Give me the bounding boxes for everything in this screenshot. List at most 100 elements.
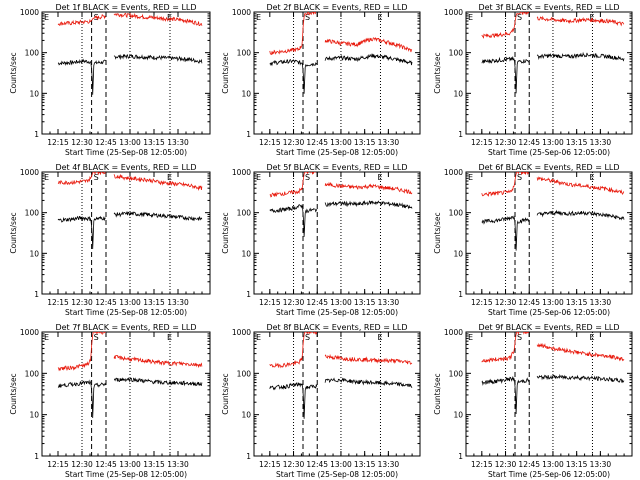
series-lld-line	[57, 14, 106, 27]
plot-frame	[465, 11, 633, 135]
series-lld-line	[57, 332, 106, 372]
marker-label-e2: E	[589, 173, 594, 182]
marker-label-e1: E	[468, 333, 473, 342]
y-axis-label: Counts/sec	[221, 52, 230, 93]
y-tick-label: 10	[453, 411, 463, 420]
chart-title: Det 1f BLACK = Events, RED = LLD	[55, 3, 196, 12]
chart-title: Det 2f BLACK = Events, RED = LLD	[266, 3, 407, 12]
x-tick-label: 13:30	[590, 138, 612, 147]
series-events-line	[324, 377, 413, 388]
series-lld-line	[269, 332, 318, 369]
x-tick-label: 13:00	[542, 298, 564, 307]
series-events-line	[536, 51, 625, 62]
marker-label-e1: E	[44, 333, 49, 342]
marker-label-e2: E	[377, 333, 382, 342]
x-tick-label: 13:00	[119, 460, 141, 469]
panel-det-6: Det 6f BLACK = Events, RED = LLD 1 10 100 10…	[433, 163, 633, 317]
x-tick-label: 13:00	[542, 138, 564, 147]
y-tick-label: 1	[458, 130, 463, 139]
plot-frame	[41, 171, 211, 295]
panel-det-4: Det 4f BLACK = Events, RED = LLD 1 10 100 10…	[9, 163, 211, 317]
chart-title: Det 3f BLACK = Events, RED = LLD	[478, 3, 619, 12]
x-tick-label: 13:15	[143, 298, 165, 307]
series-events-line	[536, 373, 625, 384]
y-tick-label: 10	[29, 89, 39, 98]
x-tick-label: 13:30	[167, 298, 189, 307]
chart-title: Det 5f BLACK = Events, RED = LLD	[266, 163, 407, 172]
y-tick-label: 1	[34, 290, 39, 299]
x-tick-label: 12:45	[306, 138, 328, 147]
x-tick-label: 12:15	[471, 138, 493, 147]
series-lld-line	[113, 354, 203, 369]
y-tick-label: 10	[241, 89, 251, 98]
y-tick-label: 100	[237, 369, 252, 378]
marker-label-s: S	[517, 173, 522, 182]
chart-title: Det 9f BLACK = Events, RED = LLD	[478, 323, 619, 332]
series-lld-line	[324, 37, 413, 53]
marker-label-s: S	[305, 333, 310, 342]
marker-label-e1: E	[256, 333, 261, 342]
x-tick-label: 12:30	[495, 298, 517, 307]
y-tick-label: 1	[34, 452, 39, 461]
x-tick-label: 12:30	[71, 298, 93, 307]
plot-frame	[253, 11, 421, 135]
series-events-line	[269, 204, 318, 237]
x-tick-label: 13:15	[143, 138, 165, 147]
y-tick-label: 1	[458, 452, 463, 461]
x-tick-label: 12:15	[47, 460, 69, 469]
x-tick-label: 13:30	[167, 460, 189, 469]
x-tick-label: 12:30	[495, 138, 517, 147]
series-events-line	[57, 379, 106, 419]
y-tick-label: 1	[246, 290, 251, 299]
x-tick-label: 12:45	[95, 460, 117, 469]
x-tick-label: 12:15	[47, 138, 69, 147]
y-tick-label: 100	[237, 209, 252, 218]
marker-label-s: S	[517, 333, 522, 342]
series-lld-line	[481, 12, 530, 39]
y-axis-label: Counts/sec	[221, 373, 230, 414]
series-lld-line	[269, 172, 317, 198]
x-tick-label: 12:15	[259, 138, 281, 147]
x-axis-label: Start Time (25-Sep-08 12:05:00)	[276, 470, 398, 479]
y-axis-label: Counts/sec	[221, 212, 230, 253]
series-lld-line	[113, 12, 203, 27]
y-tick-label: 1	[246, 452, 251, 461]
series-events-line	[57, 58, 106, 95]
panel-det-7: Det 7f BLACK = Events, RED = LLD 1 10 100 10…	[9, 323, 211, 479]
y-tick-label: 10	[29, 249, 39, 258]
series-events-line	[269, 58, 318, 94]
panel-det-9: Det 9f BLACK = Events, RED = LLD 1 10 100 10…	[433, 323, 633, 479]
x-tick-label: 12:15	[259, 460, 281, 469]
x-tick-label: 12:45	[518, 138, 540, 147]
chart-title: Det 6f BLACK = Events, RED = LLD	[478, 163, 619, 172]
y-tick-label: 100	[25, 369, 40, 378]
marker-label-e2: E	[377, 173, 382, 182]
x-tick-label: 13:15	[566, 298, 588, 307]
series-lld-line	[324, 353, 413, 365]
y-axis-label: Counts/sec	[433, 52, 442, 93]
y-tick-label: 10	[453, 89, 463, 98]
series-events-line	[481, 375, 530, 415]
x-tick-label: 12:45	[95, 298, 117, 307]
y-tick-label: 1000	[232, 8, 251, 17]
marker-label-s: S	[305, 13, 310, 22]
x-tick-label: 12:45	[95, 138, 117, 147]
y-tick-label: 10	[241, 411, 251, 420]
x-tick-label: 13:15	[566, 138, 588, 147]
x-axis-label: Start Time (25-Sep-08 12:05:00)	[276, 308, 398, 317]
x-tick-label: 13:00	[330, 460, 352, 469]
marker-label-e2: E	[589, 13, 594, 22]
y-tick-label: 1000	[232, 168, 251, 177]
plot-frame	[41, 11, 211, 135]
x-tick-label: 13:30	[167, 138, 189, 147]
x-tick-label: 13:30	[590, 298, 612, 307]
x-tick-label: 12:30	[71, 138, 93, 147]
x-axis-label: Start Time (25-Sep-08 12:05:00)	[65, 470, 187, 479]
marker-label-e1: E	[256, 13, 261, 22]
marker-label-s: S	[94, 173, 99, 182]
series-events-line	[536, 209, 625, 221]
series-lld-line	[536, 15, 625, 27]
series-lld-line	[481, 332, 529, 364]
marker-label-e1: E	[44, 173, 49, 182]
x-axis-label: Start Time (25-Sep-08 12:05:00)	[276, 148, 398, 157]
